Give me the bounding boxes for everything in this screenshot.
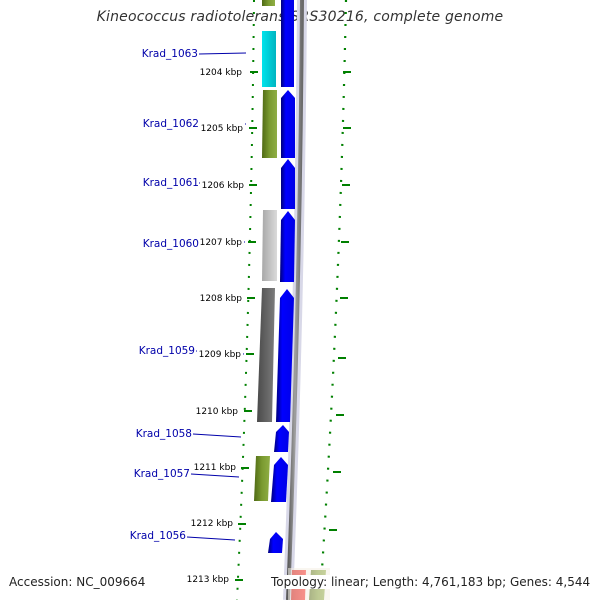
tick-label: 1212 kbp [191, 519, 234, 529]
backbone-line [286, 0, 304, 600]
gene-block-krad-1063-top [262, 0, 275, 6]
gene-block-krad-1063 [262, 31, 276, 87]
gene-label[interactable]: Krad_1062 [143, 118, 199, 130]
cds-arrows [268, 0, 295, 553]
gene-block-krad-1057 [254, 456, 270, 501]
tick-label: 1208 kbp [200, 294, 243, 304]
cds-arrow-1059 [276, 289, 294, 422]
tick-label: 1207 kbp [200, 238, 243, 248]
gene-label[interactable]: Krad_1061 [143, 177, 199, 189]
tick-label: 1210 kbp [196, 407, 239, 417]
gene-label[interactable]: Krad_1057 [134, 468, 190, 480]
tick-label: 1209 kbp [199, 350, 242, 360]
gene-blocks [254, 0, 330, 600]
gene-label[interactable]: Krad_1056 [130, 530, 187, 542]
inner-dotted-guide [236, 0, 255, 600]
cds-arrow-1058 [274, 425, 289, 452]
gene-block-krad-1062 [262, 90, 277, 158]
tick-label: 1211 kbp [194, 463, 237, 473]
gene-label[interactable]: Krad_1058 [136, 428, 192, 440]
gene-label[interactable]: Krad_1060 [143, 238, 199, 250]
tick-label: 1205 kbp [201, 124, 244, 134]
cds-arrow-1060 [280, 211, 295, 282]
topology-text: Topology: linear; Length: 4,761,183 bp; … [271, 575, 591, 589]
cds-arrow-1061 [281, 159, 295, 209]
tick-label: 1213 kbp [187, 575, 230, 585]
gene-label[interactable]: Krad_1063 [142, 48, 198, 60]
tick-label: 1206 kbp [202, 181, 245, 191]
cds-arrow-1057 [271, 457, 288, 502]
accession-text: Accession: NC_009664 [9, 575, 146, 589]
cds-arrow-1056 [268, 532, 283, 553]
cds-arrow-1062 [281, 90, 295, 158]
tick-label: 1204 kbp [200, 68, 243, 78]
gene-label[interactable]: Krad_1059 [139, 345, 195, 357]
gene-block-krad-1059 [257, 288, 275, 422]
gene-block-krad-1060 [262, 210, 277, 281]
cds-arrow-top [281, 0, 294, 87]
outer-dotted-guide [318, 0, 348, 600]
